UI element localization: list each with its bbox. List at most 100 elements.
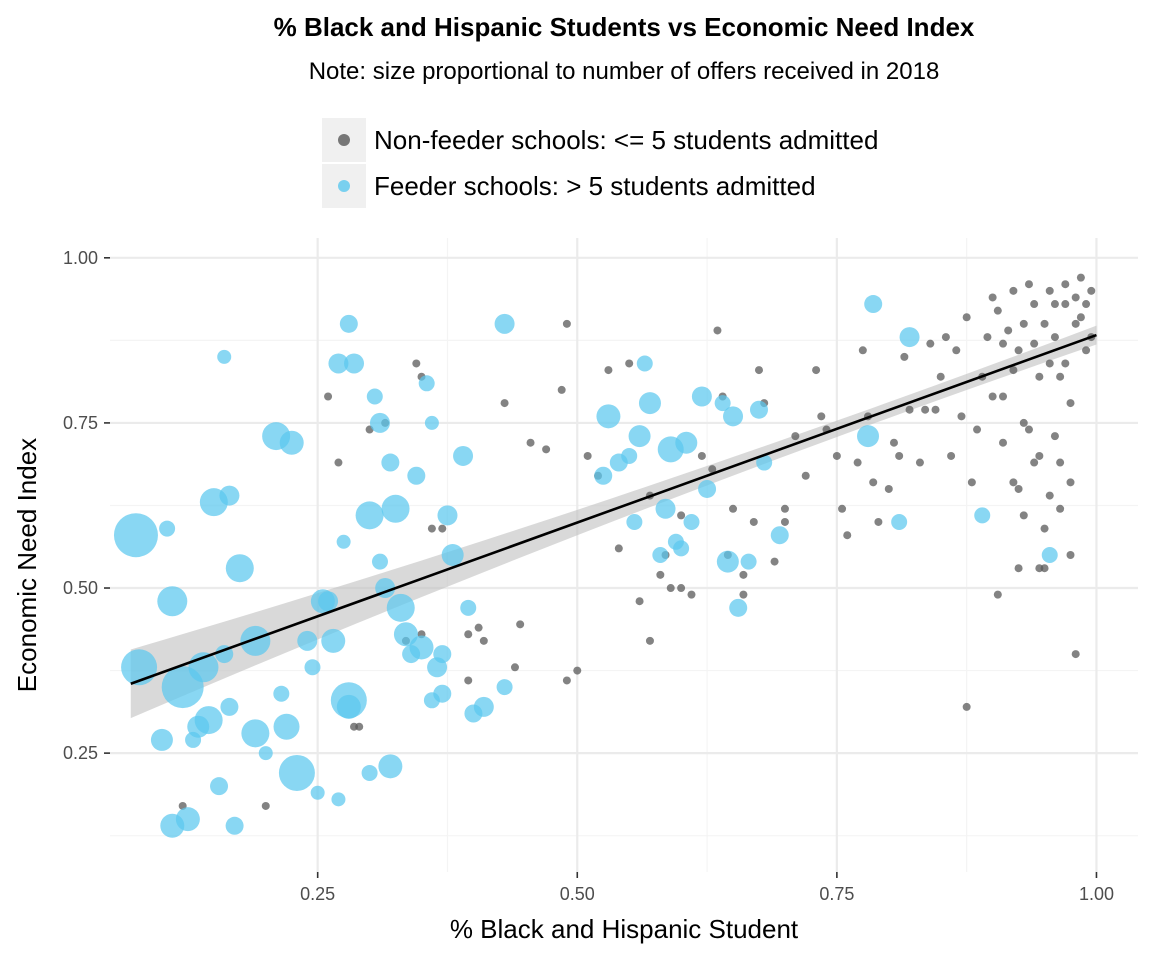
chart-subtitle: Note: size proportional to number of off…	[308, 58, 940, 85]
point-non-feeder	[1082, 300, 1091, 309]
point-non-feeder	[1045, 286, 1054, 295]
point-feeder	[441, 544, 464, 566]
point-non-feeder	[324, 392, 333, 401]
point-non-feeder	[625, 359, 634, 368]
point-feeder	[409, 635, 434, 660]
point-non-feeder	[1035, 564, 1044, 573]
point-non-feeder	[754, 366, 763, 375]
point-non-feeder	[812, 366, 821, 375]
point-non-feeder	[988, 293, 997, 302]
point-feeder	[418, 375, 435, 392]
point-non-feeder	[1024, 425, 1033, 434]
point-non-feeder	[858, 346, 867, 355]
point-non-feeder	[1035, 372, 1044, 381]
point-non-feeder	[604, 366, 613, 375]
point-feeder	[437, 505, 458, 526]
axes-layer: 0.25 0.50 0.75 1.00 0.25 0.50 0.75 1.00	[63, 248, 1114, 904]
point-non-feeder	[999, 339, 1008, 348]
point-non-feeder	[1071, 650, 1080, 659]
point-feeder	[494, 313, 515, 334]
y-tick-label: 0.75	[63, 413, 98, 433]
point-non-feeder	[687, 590, 696, 599]
point-feeder	[279, 430, 304, 455]
point-non-feeder	[780, 504, 789, 513]
point-non-feeder	[962, 702, 971, 711]
point-non-feeder	[999, 392, 1008, 401]
point-non-feeder	[967, 478, 976, 487]
point-feeder	[328, 353, 349, 374]
point-non-feeder	[1066, 399, 1075, 408]
point-non-feeder	[1040, 524, 1049, 533]
confidence-band	[130, 325, 1097, 719]
point-feeder	[378, 754, 403, 779]
point-non-feeder	[1056, 504, 1065, 513]
point-non-feeder	[780, 517, 789, 526]
point-non-feeder	[1009, 478, 1018, 487]
point-feeder	[318, 591, 339, 612]
point-non-feeder	[666, 584, 675, 593]
point-non-feeder	[355, 722, 364, 731]
point-non-feeder	[739, 590, 748, 599]
point-feeder	[241, 719, 270, 748]
point-feeder	[974, 507, 991, 524]
trend-line-layer	[130, 333, 1097, 686]
point-feeder	[225, 554, 254, 583]
point-non-feeder	[1030, 458, 1039, 467]
point-feeder	[386, 593, 415, 622]
point-feeder	[175, 807, 200, 832]
point-non-feeder	[889, 438, 898, 447]
legend-key-feeder	[322, 164, 366, 208]
point-non-feeder	[677, 584, 686, 593]
point-feeder	[150, 728, 173, 751]
point-non-feeder	[931, 405, 940, 414]
point-non-feeder	[614, 544, 623, 553]
point-feeder	[770, 526, 789, 545]
point-feeder	[1041, 547, 1058, 563]
point-non-feeder	[635, 597, 644, 606]
point-feeder	[473, 696, 494, 717]
point-non-feeder	[510, 663, 519, 672]
point-non-feeder	[999, 438, 1008, 447]
point-feeder	[331, 792, 346, 807]
point-feeder	[113, 513, 158, 558]
point-feeder	[371, 553, 388, 570]
point-feeder	[433, 645, 452, 664]
point-non-feeder	[936, 372, 945, 381]
point-feeder	[691, 386, 712, 407]
point-feeder	[258, 746, 273, 761]
point-non-feeder	[562, 676, 571, 685]
point-feeder	[336, 694, 361, 719]
point-non-feeder	[952, 346, 961, 355]
point-non-feeder	[656, 570, 665, 579]
point-non-feeder	[1045, 491, 1054, 500]
point-non-feeder	[874, 517, 883, 526]
legend-label-non-feeder: Non-feeder schools: <= 5 students admitt…	[374, 125, 879, 155]
point-non-feeder	[583, 451, 592, 460]
point-non-feeder	[1004, 326, 1013, 335]
point-non-feeder	[1076, 273, 1085, 282]
point-feeder	[729, 598, 748, 617]
point-non-feeder	[1050, 432, 1059, 441]
point-non-feeder	[926, 339, 935, 348]
x-axis-title: % Black and Hispanic Student	[450, 914, 799, 944]
point-non-feeder	[427, 524, 436, 533]
point-feeder	[621, 447, 638, 464]
legend-dot-feeder	[338, 180, 350, 192]
point-non-feeder	[438, 524, 447, 533]
point-non-feeder	[1009, 366, 1018, 375]
point-non-feeder	[1030, 339, 1039, 348]
point-non-feeder	[838, 504, 847, 513]
point-non-feeder	[464, 676, 473, 685]
point-feeder	[344, 353, 365, 374]
point-non-feeder	[479, 636, 488, 645]
point-non-feeder	[677, 511, 686, 520]
y-tick-label: 0.50	[63, 578, 98, 598]
point-non-feeder	[1076, 313, 1085, 322]
point-feeder	[594, 466, 613, 485]
point-feeder	[297, 630, 318, 651]
point-feeder	[366, 388, 383, 405]
point-non-feeder	[1040, 319, 1049, 328]
point-non-feeder	[1061, 359, 1070, 368]
point-feeder	[628, 425, 651, 448]
point-feeder	[596, 404, 621, 429]
